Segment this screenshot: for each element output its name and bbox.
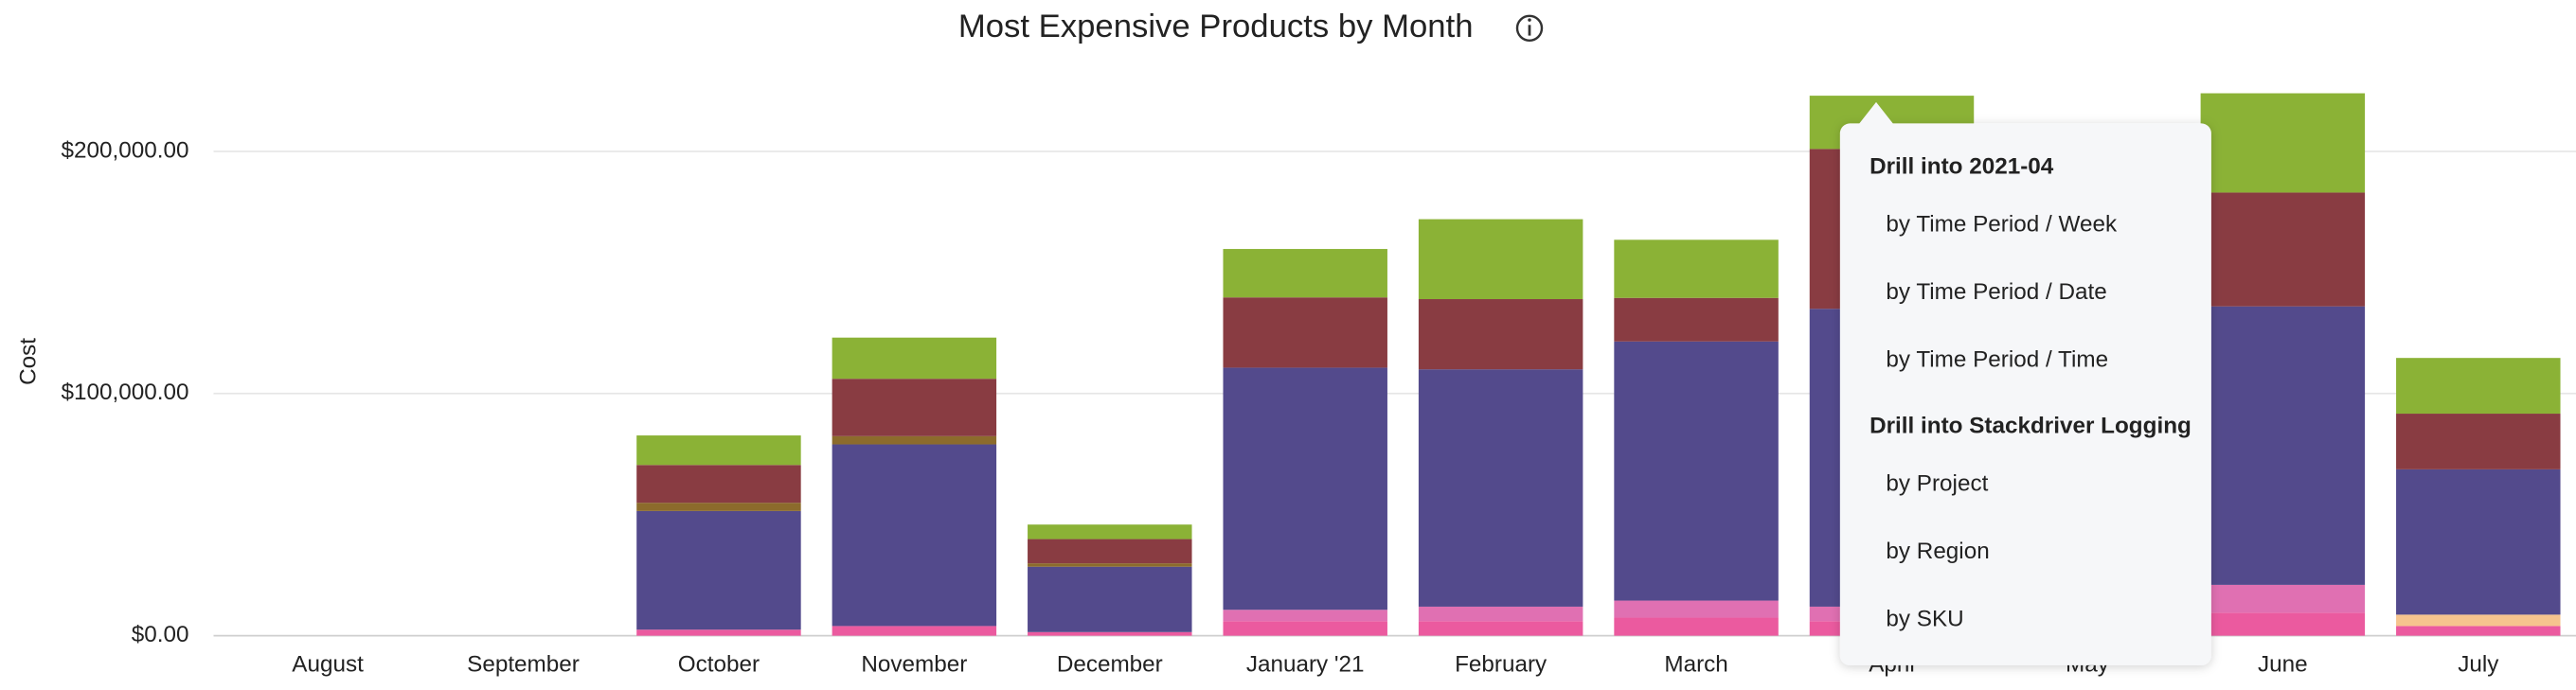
x-tick-label: December xyxy=(1057,651,1163,677)
bar-segment xyxy=(636,629,801,636)
bar-segment xyxy=(636,465,801,504)
menu-pointer xyxy=(1857,101,1895,126)
y-axis-label: Cost xyxy=(16,338,42,385)
menu-item[interactable]: by Time Period / Date xyxy=(1886,279,2106,305)
bar-segment xyxy=(2200,612,2366,636)
bar-segment xyxy=(2396,469,2561,615)
bar-segment xyxy=(832,337,997,380)
bar-segment xyxy=(1223,249,1387,298)
bar-segment xyxy=(636,510,801,630)
bar-segment xyxy=(2200,306,2366,585)
bar-segment xyxy=(1223,621,1387,636)
bar-segment xyxy=(1028,539,1192,564)
bar-segment xyxy=(2200,192,2366,307)
y-tick-label: $200,000.00 xyxy=(62,137,189,163)
bar-segment xyxy=(1028,566,1192,632)
bar-segment xyxy=(2396,626,2561,636)
bar-segment xyxy=(2396,414,2561,469)
menu-item[interactable]: by SKU xyxy=(1886,607,1963,632)
y-tick-label: $100,000.00 xyxy=(62,380,189,405)
bar-segment xyxy=(1418,299,1583,370)
bar-segment xyxy=(2396,358,2561,415)
drill-menu xyxy=(1839,123,2211,665)
y-tick-label: $0.00 xyxy=(132,622,189,647)
bar-segment xyxy=(832,379,997,436)
chart-title: Most Expensive Products by Month xyxy=(958,9,1474,44)
bar-segment xyxy=(1418,606,1583,622)
bar-segment xyxy=(1028,563,1192,567)
bar-segment xyxy=(636,503,801,511)
bar-segment xyxy=(1223,610,1387,622)
x-tick-label: November xyxy=(861,651,967,677)
x-tick-label: February xyxy=(1455,651,1547,677)
bar-segment xyxy=(636,435,801,466)
x-tick-label: January '21 xyxy=(1246,651,1365,677)
bar-segment xyxy=(1223,367,1387,610)
bar-segment xyxy=(1418,621,1583,636)
menu-item[interactable]: by Project xyxy=(1886,470,1988,496)
bar-segment xyxy=(2396,614,2561,627)
bar-segment xyxy=(1418,369,1583,607)
bar-segment xyxy=(1614,239,1779,298)
menu-item[interactable]: by Region xyxy=(1886,539,1989,564)
bar-segment xyxy=(1614,297,1779,342)
bar-segment xyxy=(2200,584,2366,613)
bar-segment xyxy=(832,435,997,445)
x-tick-label: August xyxy=(292,651,364,677)
bar-segment xyxy=(1028,631,1192,636)
bar-segment xyxy=(1614,341,1779,601)
menu-heading: Drill into Stackdriver Logging xyxy=(1869,414,2191,439)
bar-segment xyxy=(1223,297,1387,368)
x-tick-label: July xyxy=(2458,651,2499,677)
info-icon[interactable] xyxy=(1515,14,1544,43)
bar-segment xyxy=(1028,524,1192,540)
bar-segment xyxy=(1614,600,1779,618)
bar-segment xyxy=(832,626,997,636)
x-tick-label: March xyxy=(1664,651,1727,677)
bar-segment xyxy=(2200,93,2366,193)
menu-item[interactable]: by Time Period / Week xyxy=(1886,211,2118,237)
x-tick-label: September xyxy=(467,651,580,677)
bar-segment xyxy=(1418,219,1583,300)
x-tick-label: June xyxy=(2258,651,2308,677)
menu-item[interactable]: by Time Period / Time xyxy=(1886,347,2108,373)
x-tick-label: October xyxy=(678,651,760,677)
bar-segment xyxy=(832,444,997,627)
bar-segment xyxy=(1614,617,1779,636)
menu-heading: Drill into 2021-04 xyxy=(1869,154,2054,180)
